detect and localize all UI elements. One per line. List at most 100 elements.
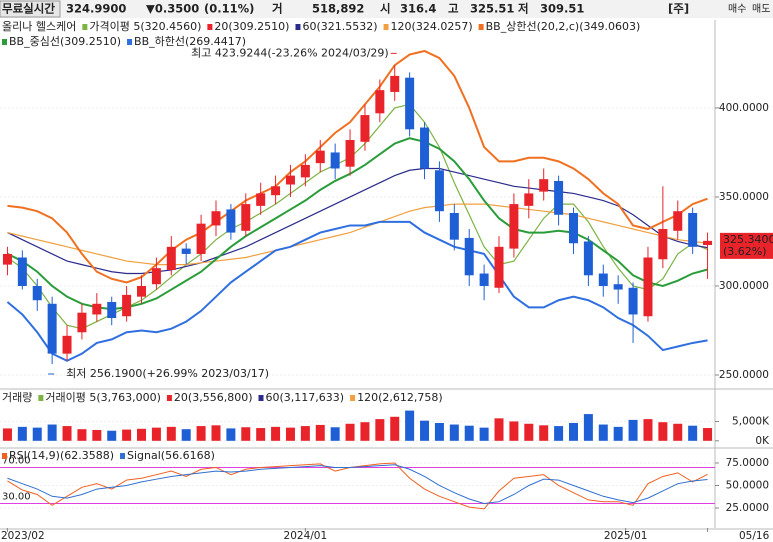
header-item: ▼0.3500 [146,2,199,16]
candle-body [122,294,132,317]
legend-swatch [82,24,88,30]
y-tick-label: 400.0000 [719,102,769,114]
volume-bar [479,427,489,441]
legend-swatch [120,453,126,459]
volume-bar [17,426,27,441]
legend-swatch [350,395,356,401]
candle-body [420,127,430,169]
chart-title: 올리나 헬스케어 [2,20,76,33]
volume-bar [554,426,564,441]
candle-body [32,285,42,301]
candle-body [166,246,176,270]
legend-entry: 60(3,117,633) [266,391,345,404]
candle-body [345,139,355,167]
volume-bar [181,429,191,441]
volume-bar [360,422,370,441]
volume-bar [583,414,593,441]
volume-bar [345,423,355,441]
y-tick-label: 25.0000 [726,502,769,514]
candle-body [315,150,325,164]
header-item: 매도 [752,3,770,15]
legend-swatch [258,395,264,401]
candle-body [613,284,623,290]
legend-entry: BB_상한선(20,2,c)(349.0603) [486,20,641,33]
header-item: 저 [518,2,529,16]
candle-body [211,211,221,226]
volume-bar [271,426,281,441]
volume-bar [77,429,87,441]
y-tick-label: 250.0000 [719,369,769,381]
candle-body [434,170,444,212]
volume-bar [107,430,117,441]
last-change: (3.62%) [723,245,767,258]
candle-body [598,273,608,286]
legend-swatch [2,39,7,45]
volume-bar [703,428,713,441]
threshold-label: 70.00 [2,455,31,466]
header-item: [주] [668,2,689,16]
header-item: 316.4 [400,2,436,16]
volume-bar [241,427,251,441]
candle-body [226,209,236,233]
legend-entry: 가격이평 5(320.4560) [89,20,201,33]
header-item: 시 [380,2,391,16]
threshold-label: 30.00 [2,492,31,503]
y-tick-label: 350.0000 [719,191,769,203]
header-item: 고 [448,2,459,16]
last-price-box [720,232,773,259]
annotation: 최고 423.9244(-23.26% 2024/03/29) [191,46,389,59]
legend-swatch [127,39,133,45]
legend-entry: BB_중심선(309.2510) [9,35,121,48]
candle-body [643,257,653,317]
legend-swatch [2,453,7,459]
legend-entry: 60(321.5532) [302,20,377,33]
header: 무료실시간 324.9900 ▼0.3500 (0.11%) 거 518,892 시 316.… [0,0,770,18]
volume-bar [166,426,176,441]
volume-bar [568,422,578,441]
header-item: 325.51 [470,2,514,16]
candle-body [703,240,713,246]
volume-bar [315,424,325,441]
candle-body [62,335,72,354]
volume-bar [509,421,519,441]
legend-entry: 120(324.0257) [391,20,473,33]
volume-bar [300,426,310,441]
volume-bar [256,428,266,441]
volume-bar [2,428,12,441]
candle-body [77,312,87,333]
candle-body [17,257,27,286]
header-item: 324.9900 [66,2,126,16]
candle-body [449,212,459,240]
volume-bar [420,420,430,441]
candle-body [464,237,474,276]
last-price: 325.3400 [723,233,773,246]
volume-bar [643,419,653,441]
candle-body [241,204,251,231]
candle-body [360,115,370,142]
legend-entry: RSI(14,9)(62.3588) [9,449,114,462]
header-item: 무료실시간 [2,2,55,16]
y-tick-label: 5,000K [732,415,770,427]
volume-title: 거래량 [2,391,32,404]
candle-body [137,285,147,297]
candle-body [390,75,400,92]
volume-bar [434,422,444,441]
candle-body [479,273,489,286]
x-tick-label: 2024/01 [284,530,328,542]
candle-body [509,204,519,249]
y-tick-label: 75.0000 [726,457,769,469]
volume-bar [673,423,683,441]
legend-entry: BB_하한선(269.4417) [134,34,246,48]
volume-bar [494,418,504,441]
live-badge [0,0,61,18]
volume-bar [285,427,295,441]
volume-bar [375,419,385,441]
volume-bar [226,428,236,441]
volume-bar [405,410,415,441]
candle-body [673,211,683,231]
candle-body [494,246,504,288]
header-item: 518,892 [312,2,364,16]
volume-bar [330,427,340,441]
legend-swatch [166,395,172,401]
